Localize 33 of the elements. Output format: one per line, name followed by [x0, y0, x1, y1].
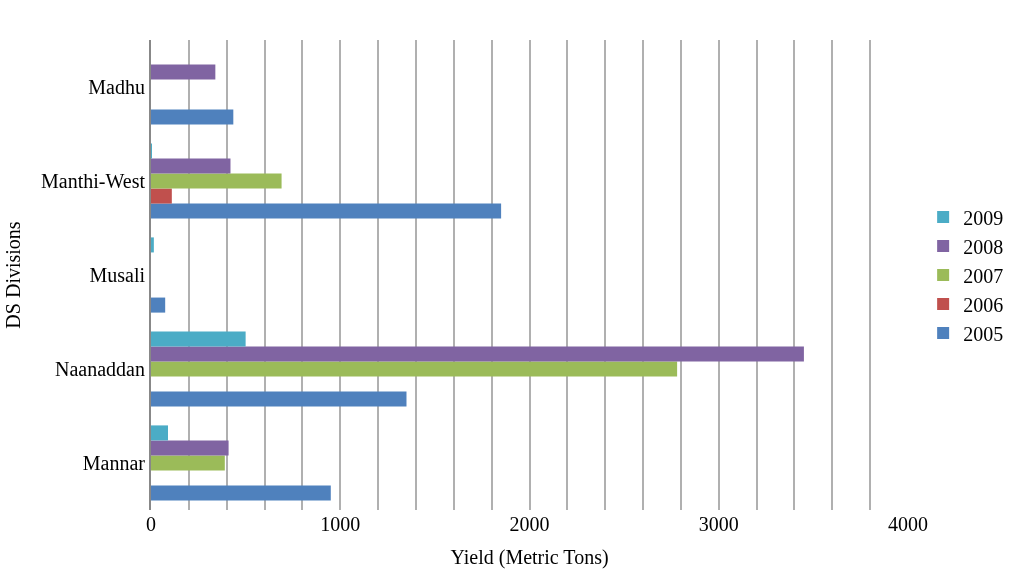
bar — [151, 361, 678, 377]
legend-label: 2009 — [963, 206, 1004, 229]
x-tick-label: 3000 — [698, 513, 739, 535]
x-tick-label: 2000 — [509, 513, 550, 535]
bar — [151, 64, 216, 80]
bar — [151, 455, 225, 471]
bar — [151, 173, 282, 189]
legend-label: 2007 — [963, 264, 1004, 287]
bar — [151, 346, 804, 362]
x-axis-title: Yield (Metric Tons) — [450, 545, 609, 569]
y-tick-label: Madhu — [88, 76, 145, 98]
x-tick-label: 1000 — [320, 513, 361, 535]
bar — [151, 425, 169, 441]
y-tick-label: Musali — [89, 264, 146, 286]
y-tick-label: Manthi-West — [41, 170, 146, 192]
bar — [151, 158, 231, 174]
bar — [151, 391, 407, 407]
legend-label: 2008 — [963, 235, 1004, 258]
bar — [151, 297, 166, 313]
y-tick-label: Naanaddan — [55, 358, 145, 380]
y-axis-title: DS Divisions — [2, 221, 25, 329]
bar — [151, 109, 234, 125]
bar — [151, 188, 172, 204]
legend-label: 2006 — [963, 293, 1004, 316]
legend-label: 2005 — [963, 322, 1004, 345]
bar — [151, 203, 502, 219]
bar — [151, 485, 331, 501]
y-tick-label: Mannar — [82, 452, 146, 474]
bar — [151, 237, 154, 253]
bar — [151, 440, 229, 456]
x-tick-label: 4000 — [888, 513, 928, 535]
x-tick-label: 0 — [146, 513, 156, 535]
bar — [151, 331, 246, 347]
